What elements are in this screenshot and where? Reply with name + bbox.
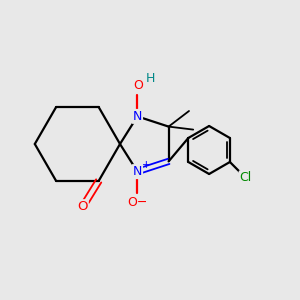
Text: H: H [145,71,155,85]
Text: Cl: Cl [240,171,252,184]
Text: O: O [133,79,143,92]
Text: N: N [133,165,142,178]
Text: +: + [142,160,150,170]
Text: O: O [77,200,88,213]
Text: N: N [133,110,142,123]
Text: O−: O− [127,196,148,209]
